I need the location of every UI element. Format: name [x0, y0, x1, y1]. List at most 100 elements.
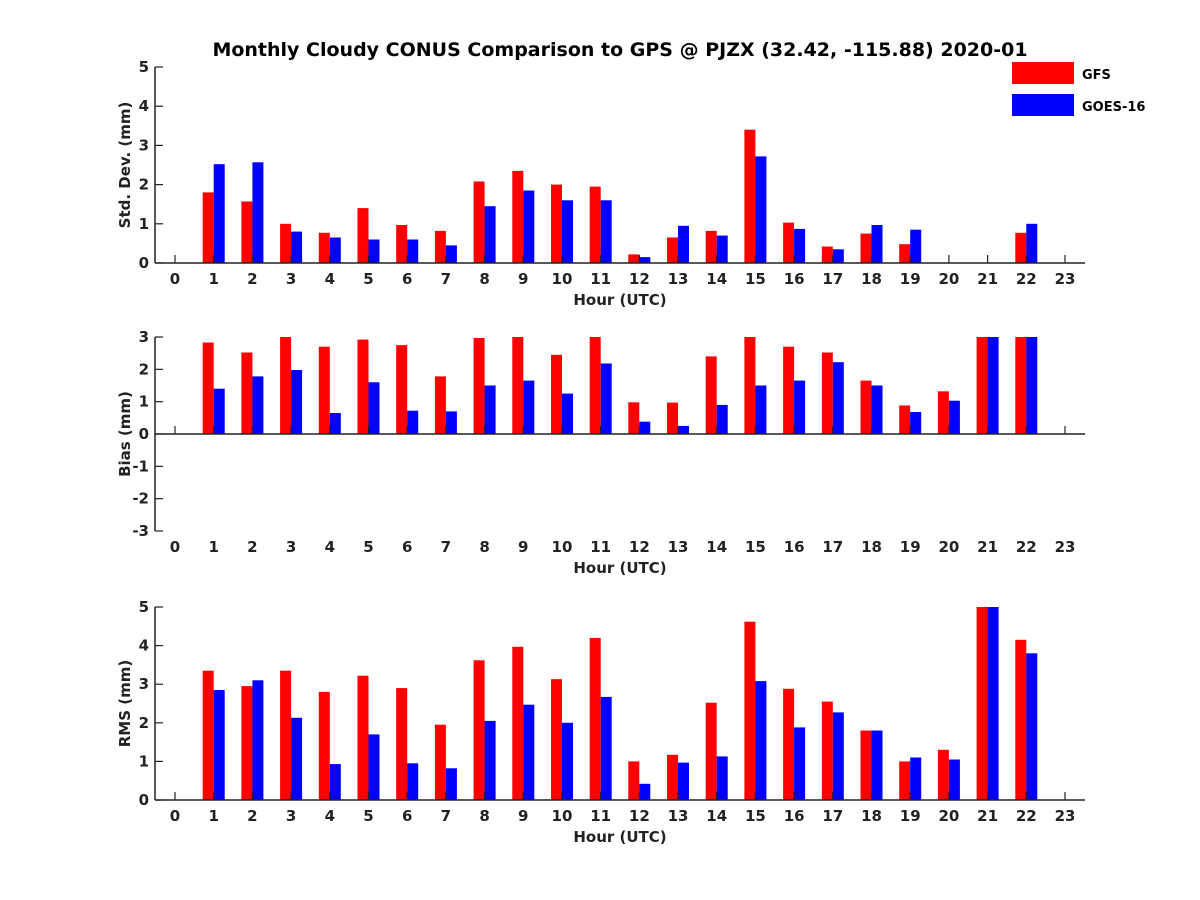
bias-xtick-label-13: 13	[668, 538, 689, 556]
rms-ytick-label-3: 3	[139, 675, 149, 693]
rms-bar-gfs-12	[628, 761, 640, 800]
bias-bar-goes16-4	[329, 413, 341, 434]
std-bar-goes16-4	[329, 237, 341, 263]
bias-bar-goes16-7	[445, 411, 457, 434]
bias-bar-goes16-13	[678, 425, 689, 434]
bias-bar-goes16-18	[871, 385, 883, 434]
rms-bar-goes16-11	[600, 696, 612, 800]
rms-bar-gfs-14	[705, 702, 717, 800]
bias-bar-gfs-5	[357, 339, 369, 434]
rms-xtick-label-4: 4	[325, 807, 335, 825]
rms-bar-gfs-1	[202, 670, 214, 800]
std-xtick-label-15: 15	[745, 270, 766, 288]
bias-xtick-label-20: 20	[938, 538, 959, 556]
bias-bar-gfs-13	[667, 402, 678, 434]
std-bar-gfs-10	[551, 184, 562, 263]
rms-bar-goes16-12	[639, 783, 651, 800]
rms-bar-goes16-10	[562, 722, 573, 800]
std-xtick-label-1: 1	[208, 270, 218, 288]
std-bar-goes16-11	[600, 200, 612, 263]
bias-bar-gfs-1	[202, 342, 214, 434]
rms-bar-goes16-16	[794, 727, 806, 800]
std-xtick-label-4: 4	[325, 270, 335, 288]
bias-xtick-label-17: 17	[822, 538, 843, 556]
std-xtick-label-16: 16	[784, 270, 805, 288]
bias-bar-gfs-7	[434, 376, 446, 434]
rms-bar-gfs-22	[1015, 639, 1027, 800]
rms-xtick-label-5: 5	[363, 807, 373, 825]
bias-bar-goes16-6	[407, 410, 419, 434]
rms-ytick-label-2: 2	[139, 714, 149, 732]
rms-xtick-label-19: 19	[900, 807, 921, 825]
rms-xtick-label-11: 11	[590, 807, 611, 825]
std-xtick-label-14: 14	[706, 270, 727, 288]
bias-ytick-label-6: 3	[139, 328, 149, 346]
rms-x-axis-label: Hour (UTC)	[573, 828, 666, 846]
rms-bar-goes16-15	[755, 681, 767, 800]
legend-swatch-gfs	[1012, 62, 1074, 84]
std-bar-gfs-9	[512, 170, 524, 263]
bias-bar-goes16-12	[639, 421, 651, 434]
rms-bar-goes16-9	[523, 704, 535, 800]
bias-y-axis-label: Bias (mm)	[116, 391, 134, 477]
std-bar-gfs-7	[434, 230, 446, 263]
rms-bar-gfs-16	[783, 688, 795, 800]
std-bar-gfs-22	[1015, 232, 1027, 263]
bias-bar-gfs-17	[821, 352, 833, 434]
std-bar-gfs-4	[318, 232, 330, 263]
bias-xtick-label-18: 18	[861, 538, 882, 556]
rms-bar-goes16-17	[832, 712, 844, 800]
rms-bar-goes16-4	[329, 764, 341, 800]
std-xtick-label-2: 2	[247, 270, 257, 288]
std-x-axis-label: Hour (UTC)	[573, 291, 666, 309]
legend-label-goes16: GOES-16	[1082, 100, 1145, 115]
bias-bar-gfs-8	[473, 338, 485, 434]
rms-bar-goes16-8	[484, 720, 496, 800]
bias-bar-goes16-17	[832, 362, 844, 434]
std-xtick-label-12: 12	[629, 270, 650, 288]
std-bar-goes16-3	[291, 231, 303, 263]
bias-xtick-label-15: 15	[745, 538, 766, 556]
bias-bar-goes16-2	[252, 376, 264, 434]
std-xtick-label-6: 6	[402, 270, 412, 288]
bias-bar-gfs-18	[860, 380, 872, 434]
std-bar-goes16-7	[445, 245, 457, 263]
std-xtick-label-23: 23	[1055, 270, 1076, 288]
bias-bar-gfs-16	[783, 346, 795, 434]
std-bar-goes16-9	[523, 190, 535, 263]
bias-bar-gfs-9	[512, 337, 524, 434]
bias-bar-goes16-3	[291, 370, 303, 434]
rms-bar-goes16-14	[716, 756, 728, 800]
std-bar-gfs-14	[705, 230, 717, 263]
bias-bar-gfs-12	[628, 402, 640, 434]
rms-bar-goes16-1	[213, 690, 225, 800]
rms-xtick-label-0: 0	[170, 807, 180, 825]
std-bar-gfs-15	[744, 129, 756, 263]
std-ytick-label-1: 1	[139, 215, 149, 233]
std-xtick-label-17: 17	[822, 270, 843, 288]
std-bar-goes16-16	[794, 228, 806, 263]
std-bar-gfs-13	[667, 237, 678, 263]
rms-xtick-label-2: 2	[247, 807, 257, 825]
rms-xtick-label-18: 18	[861, 807, 882, 825]
rms-bar-gfs-6	[396, 688, 408, 800]
bias-ytick-label-5: 2	[139, 360, 149, 378]
std-bar-goes16-17	[832, 249, 844, 263]
bias-bar-gfs-10	[551, 354, 562, 434]
rms-xtick-label-10: 10	[552, 807, 573, 825]
std-bar-gfs-11	[589, 186, 601, 263]
bias-bar-goes16-8	[484, 385, 496, 434]
std-ytick-label-5: 5	[139, 58, 149, 76]
bias-bar-goes16-21	[987, 337, 999, 434]
bias-xtick-label-21: 21	[977, 538, 998, 556]
rms-xtick-label-14: 14	[706, 807, 727, 825]
std-xtick-label-13: 13	[668, 270, 689, 288]
std-xtick-label-11: 11	[590, 270, 611, 288]
bias-xtick-label-22: 22	[1016, 538, 1037, 556]
bias-bar-gfs-14	[705, 356, 717, 434]
bias-bar-gfs-20	[937, 391, 949, 434]
